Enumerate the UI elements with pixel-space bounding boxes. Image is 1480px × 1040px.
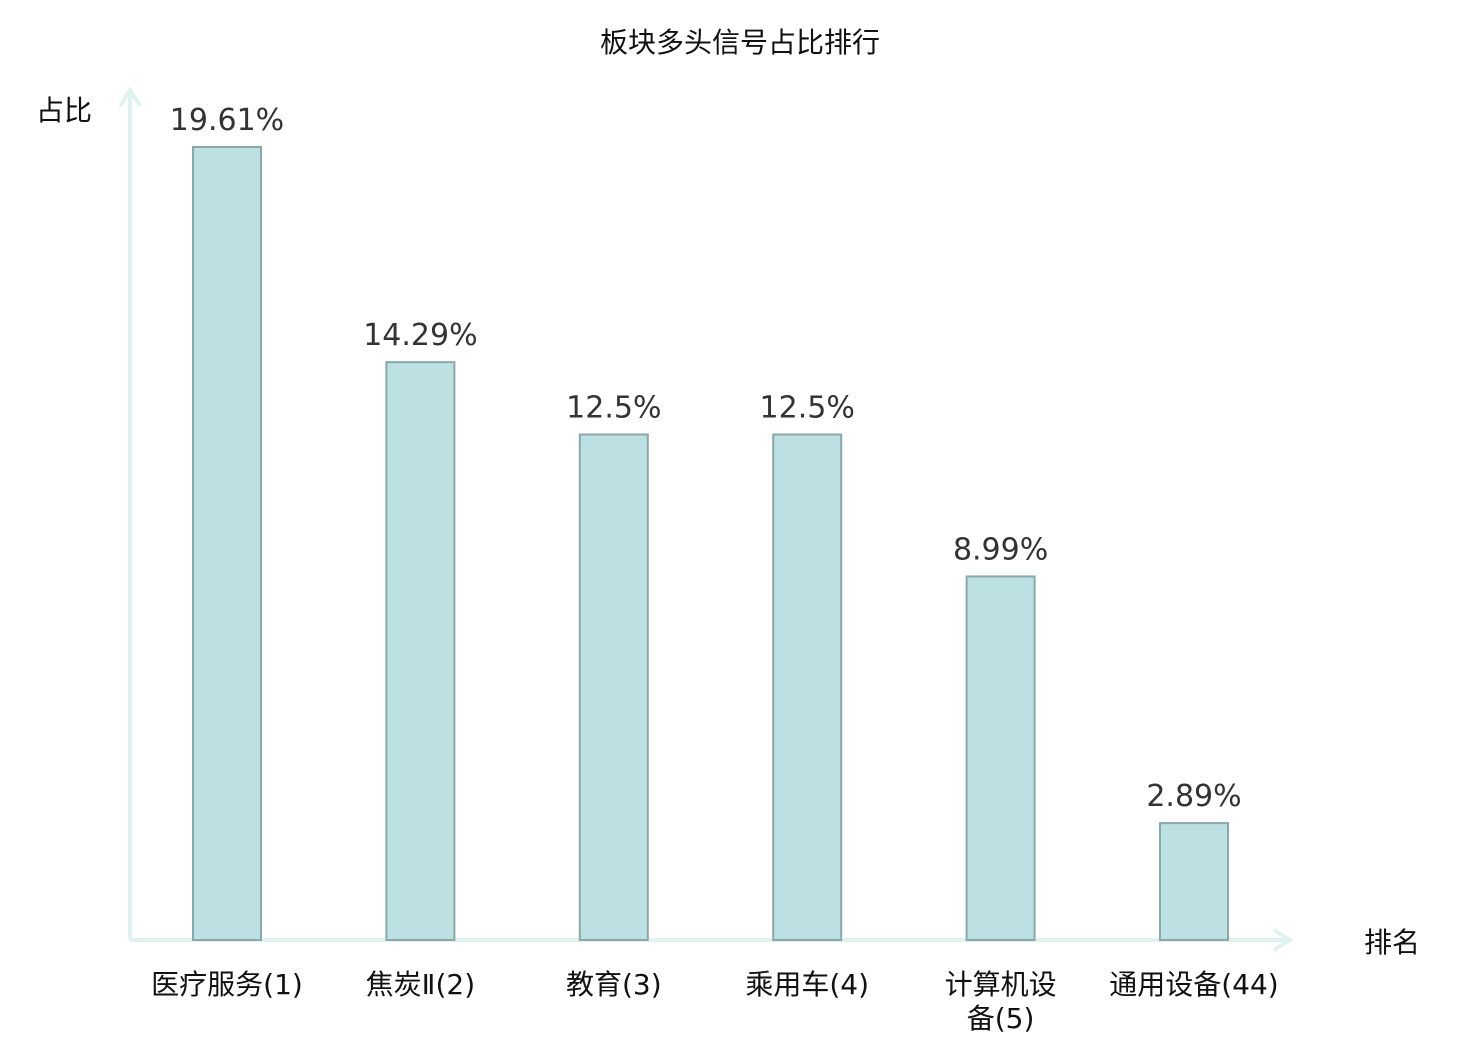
category-label: 教育(3) xyxy=(566,968,662,1001)
y-axis-label: 占比 xyxy=(36,94,92,127)
category-label: 计算机设 xyxy=(945,968,1057,1001)
category-label: 医疗服务(1) xyxy=(151,968,303,1001)
value-label: 8.99% xyxy=(953,532,1048,567)
bar xyxy=(578,433,649,941)
value-label: 12.5% xyxy=(566,391,661,426)
bar xyxy=(772,433,843,941)
category-label: 乘用车(4) xyxy=(745,968,869,1001)
category-label: 通用设备(44) xyxy=(1109,968,1278,1001)
y-axis-arrow xyxy=(118,86,142,108)
axes xyxy=(118,86,1294,952)
bar xyxy=(192,146,262,941)
category-label: 焦炭Ⅱ(2) xyxy=(366,968,475,1001)
x-axis-label: 排名 xyxy=(1364,926,1420,959)
value-labels-group: 19.61% 14.29% 12.5% 12.5% 8.99% 2.89% xyxy=(170,103,1242,814)
category-label: 备(5) xyxy=(967,1002,1035,1035)
bar xyxy=(1159,822,1229,941)
value-label: 12.5% xyxy=(760,391,855,426)
chart-title: 板块多头信号占比排行 xyxy=(600,26,880,59)
bar xyxy=(385,361,456,941)
value-label: 19.61% xyxy=(170,103,284,138)
bars-group xyxy=(192,146,1229,941)
value-label: 2.89% xyxy=(1146,779,1241,814)
x-axis-arrow xyxy=(1272,928,1294,952)
value-label: 14.29% xyxy=(363,318,477,353)
bar xyxy=(965,575,1036,941)
